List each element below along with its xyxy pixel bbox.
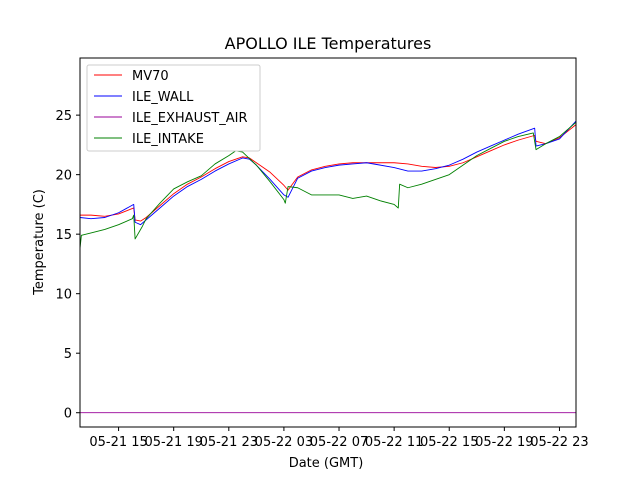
y-tick-label: 25 [55, 109, 72, 124]
x-tick-label: 05-22 19 [475, 435, 533, 450]
y-axis-ticks: 0 5 10 15 20 25 [55, 109, 80, 422]
y-tick-label: 5 [64, 347, 72, 362]
legend-label-mv70: MV70 [132, 69, 169, 84]
x-tick-label: 05-22 07 [310, 435, 368, 450]
legend[interactable]: MV70 ILE_WALL ILE_EXHAUST_AIR ILE_INTAKE [86, 64, 261, 152]
series-layer [79, 120, 577, 414]
x-tick-label: 05-21 23 [200, 435, 258, 450]
series-line-ile-intake [79, 121, 577, 249]
y-tick-label: 15 [55, 228, 72, 243]
series-line-mv70 [80, 124, 577, 222]
chart-title: APOLLO ILE Temperatures [225, 34, 432, 53]
legend-box [86, 64, 261, 152]
x-tick-label: 05-22 11 [365, 435, 423, 450]
legend-label-ile-intake: ILE_INTAKE [132, 132, 204, 147]
x-tick-label: 05-22 03 [255, 435, 313, 450]
x-tick-label: 05-21 15 [89, 435, 147, 450]
plot-frame [79, 57, 577, 428]
legend-label-ile-exhaust-air: ILE_EXHAUST_AIR [132, 111, 248, 126]
y-tick-label: 10 [55, 288, 72, 303]
y-tick-label: 20 [55, 169, 72, 184]
y-tick-label: 0 [64, 407, 72, 422]
y-axis-label: Temperature (C) [32, 189, 47, 296]
x-tick-label: 05-22 23 [530, 435, 588, 450]
x-axis-label: Date (GMT) [289, 456, 364, 471]
legend-label-ile-wall: ILE_WALL [132, 90, 194, 105]
x-tick-label: 05-22 15 [420, 435, 478, 450]
x-tick-label: 05-21 19 [144, 435, 202, 450]
